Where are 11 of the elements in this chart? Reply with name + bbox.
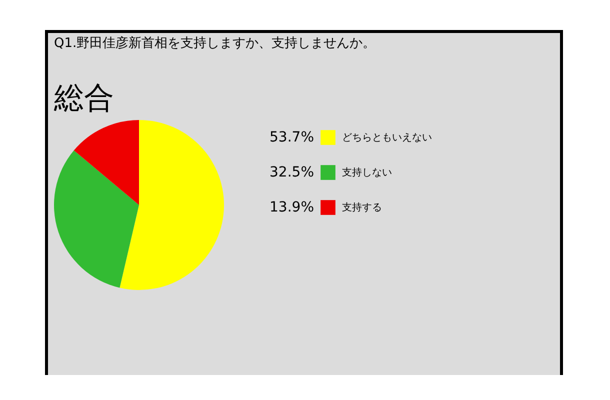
legend-label: 支持する — [342, 202, 382, 214]
chart-title: Q1.野田佳彦新首相を支持しますか、支持しませんか。 — [54, 35, 376, 51]
chart-subtitle: 総合 — [53, 81, 114, 116]
data-label: 13.9% — [270, 200, 314, 216]
pie-slice — [74, 120, 139, 205]
data-label: 32.5% — [270, 164, 314, 180]
data-label: 53.7% — [270, 130, 314, 146]
legend-label: 支持しない — [342, 166, 392, 178]
legend-label: どちらともいえない — [342, 132, 432, 144]
pie-slice — [54, 150, 139, 288]
pie-slice — [120, 120, 224, 290]
